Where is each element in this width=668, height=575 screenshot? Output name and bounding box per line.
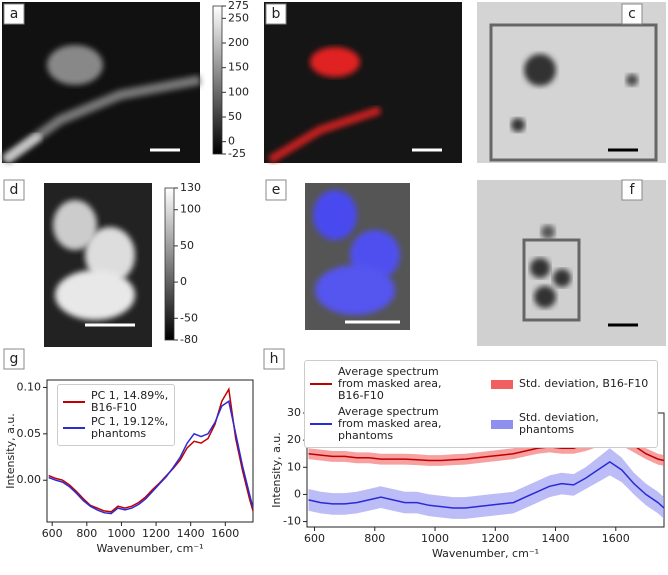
label-box (265, 3, 287, 25)
label-box (621, 179, 643, 201)
label-box (621, 3, 643, 25)
legend-swatch (491, 379, 513, 389)
series-line (48, 387, 253, 513)
legend-swatch (310, 383, 332, 385)
x-tick-label: 1400 (542, 532, 570, 545)
legend: Average spectrum from masked area, B16-F… (304, 360, 658, 448)
legend-entry: PC 1, 19.12%, phantoms (63, 416, 169, 440)
legend-swatch (63, 427, 85, 429)
image-b (264, 2, 462, 164)
x-tick-label: 1000 (421, 532, 449, 545)
panel-label: f (630, 182, 636, 198)
legend-label: Average spectrum from masked area, B16-F… (338, 365, 442, 402)
colorbar-tick-label: 50 (228, 110, 242, 123)
colorbar-tick-label: -80 (180, 333, 198, 346)
legend-label: Std. deviation, phantoms (519, 411, 599, 436)
image-f (477, 180, 666, 346)
y-tick-label: 0.05 (17, 427, 42, 440)
x-tick-label: 1200 (481, 532, 509, 545)
x-tick-label: 1200 (142, 527, 170, 540)
panel-labels: a b c d e f g h (3, 3, 643, 370)
x-tick-label: 1400 (177, 527, 205, 540)
colorbar (164, 187, 175, 341)
y-axis-label: Intensity, a.u. (4, 413, 17, 489)
legend-entry: Std. deviation, phantoms (491, 406, 652, 442)
image-d (44, 183, 152, 347)
legend-swatch (310, 423, 332, 425)
x-tick-label: 1600 (211, 527, 239, 540)
label-box (3, 179, 25, 201)
legend: PC 1, 14.89%, B16-F10 PC 1, 19.12%, phant… (57, 384, 175, 446)
y-tick-label: 0 (294, 487, 301, 500)
legend-entry: PC 1, 14.89%, B16-F10 (63, 390, 169, 414)
y-tick-label: 10 (287, 460, 301, 473)
y-tick-label: 20 (287, 433, 301, 446)
label-box (263, 348, 285, 370)
y-axis-label: Intensity, a.u. (270, 432, 283, 508)
y-tick-label: 0.00 (17, 473, 42, 486)
x-tick-label: 600 (304, 532, 325, 545)
legend-swatch (63, 401, 85, 403)
colorbar-tick-label: 100 (228, 85, 249, 98)
colorbar-tick-label: -50 (180, 311, 198, 324)
colorbar-tick-label: 0 (228, 135, 235, 148)
series-line (48, 400, 253, 515)
panel-label: b (272, 6, 281, 22)
image-e (305, 183, 410, 330)
legend-entry: Std. deviation, B16-F10 (491, 366, 652, 402)
series-line (308, 460, 664, 509)
label-box (3, 348, 25, 370)
legend-entry: Average spectrum from masked area, B16-F… (310, 366, 471, 402)
colorbar-tick-label: 130 (180, 181, 201, 194)
std-band (308, 423, 664, 466)
x-axis-label: Wavenumber, cm⁻¹ (96, 542, 203, 555)
legend-label: Average spectrum from masked area, phant… (338, 405, 442, 442)
colorbar-tick-label: 200 (228, 36, 249, 49)
panel-label: c (628, 6, 636, 22)
x-axis-label: Wavenumber, cm⁻¹ (432, 547, 539, 560)
x-tick-label: 800 (76, 527, 97, 540)
legend-label: PC 1, 14.89%, B16-F10 (91, 389, 169, 414)
x-tick-label: 600 (42, 527, 63, 540)
colorbar-tick-label: 275 (228, 0, 249, 12)
x-tick-label: 1600 (602, 532, 630, 545)
x-tick-label: 800 (364, 532, 385, 545)
legend-entry: Average spectrum from masked area, phant… (310, 406, 471, 442)
y-tick-label: 0.10 (17, 380, 42, 393)
colorbar (212, 5, 223, 155)
colorbar-tick-label: 50 (180, 239, 194, 252)
legend-label: Std. deviation, B16-F10 (519, 377, 649, 390)
image-c (477, 2, 666, 163)
y-tick-label: -10 (283, 515, 301, 528)
panel-label: e (272, 182, 281, 198)
colorbar-tick-label: 0 (180, 275, 187, 288)
colorbar-tick-label: 250 (228, 11, 249, 24)
panel-label: d (10, 182, 19, 198)
panel-label: g (10, 351, 19, 367)
label-box (265, 179, 287, 201)
colorbar-tick-label: 100 (180, 203, 201, 216)
colorbar-tick-label: 150 (228, 61, 249, 74)
y-tick-label: 30 (287, 406, 301, 419)
x-tick-label: 1000 (107, 527, 135, 540)
panel-label: a (10, 6, 19, 22)
image-a (2, 2, 201, 165)
label-box (3, 3, 25, 25)
colorbar-tick-label: -25 (228, 147, 246, 160)
panel-label: h (270, 351, 279, 367)
legend-swatch (491, 419, 513, 429)
legend-label: PC 1, 19.12%, phantoms (91, 415, 169, 440)
